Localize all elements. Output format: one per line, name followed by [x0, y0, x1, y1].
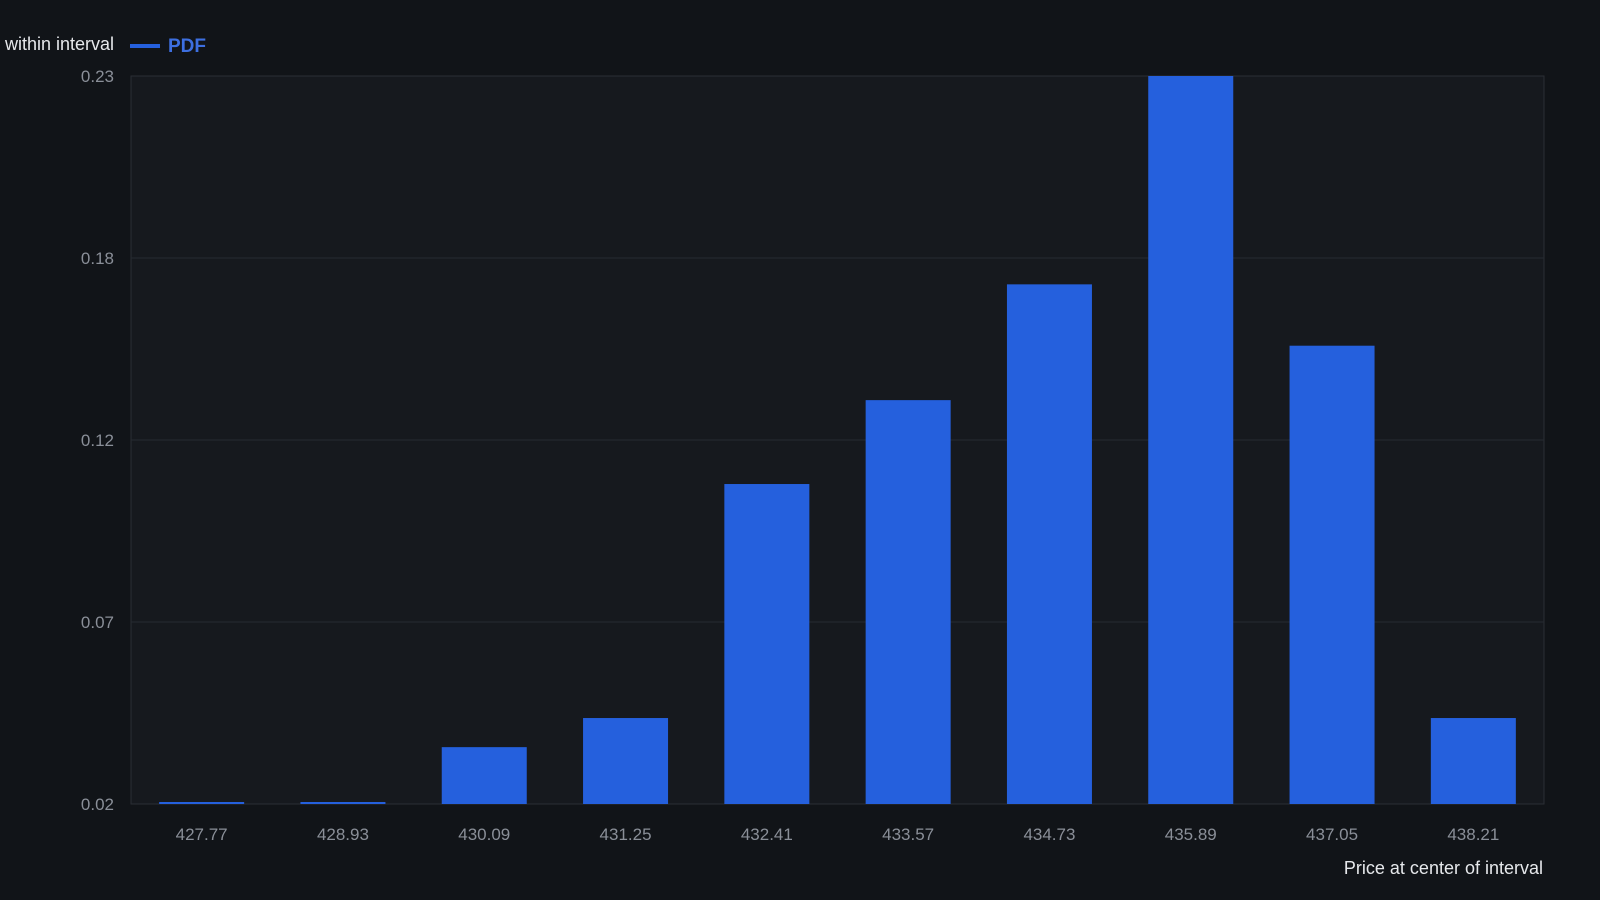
x-tick-label: 434.73	[1023, 825, 1075, 844]
y-tick-label: 0.18	[81, 249, 114, 268]
y-tick-label: 0.07	[81, 613, 114, 632]
x-tick-label: 431.25	[600, 825, 652, 844]
bar[interactable]	[1430, 718, 1516, 804]
y-tick-label: 0.12	[81, 431, 114, 450]
bar[interactable]	[865, 400, 951, 804]
bar[interactable]	[159, 802, 245, 804]
y-tick-label: 0.02	[81, 795, 114, 814]
x-tick-label: 428.93	[317, 825, 369, 844]
bar[interactable]	[300, 802, 386, 804]
bars	[159, 76, 1516, 804]
bar[interactable]	[1148, 76, 1234, 804]
x-tick-label: 432.41	[741, 825, 793, 844]
y-tick-labels: 0.23 0.18 0.12 0.07 0.02	[81, 67, 114, 814]
bar[interactable]	[1289, 345, 1375, 804]
x-tick-label: 435.89	[1165, 825, 1217, 844]
x-tick-label: 437.05	[1306, 825, 1358, 844]
y-axis-label: within interval	[4, 34, 114, 54]
bar[interactable]	[1006, 284, 1092, 804]
x-tick-label: 433.57	[882, 825, 934, 844]
y-tick-label: 0.23	[81, 67, 114, 86]
x-tick-label: 430.09	[458, 825, 510, 844]
legend[interactable]: PDF	[130, 36, 206, 57]
legend-label: PDF	[168, 36, 206, 57]
x-tick-label: 438.21	[1447, 825, 1499, 844]
bar[interactable]	[724, 484, 810, 804]
x-axis-label: Price at center of interval	[1344, 858, 1543, 878]
x-tick-labels: 427.77 428.93 430.09 431.25 432.41 433.57 434.…	[176, 825, 1500, 844]
bar[interactable]	[441, 747, 527, 804]
bar[interactable]	[583, 718, 669, 804]
x-tick-label: 427.77	[176, 825, 228, 844]
